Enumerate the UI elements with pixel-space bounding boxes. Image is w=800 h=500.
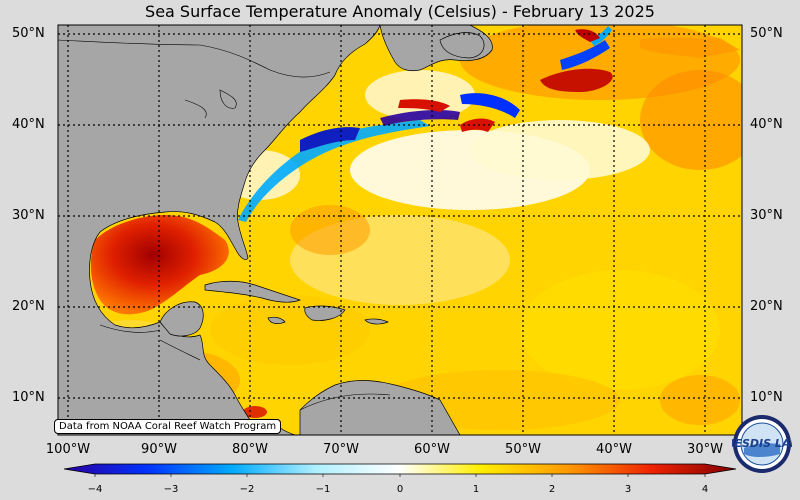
data-credit: Data from NOAA Coral Reef Watch Program <box>54 419 282 434</box>
lat-label-right: 50°N <box>750 26 783 41</box>
colorbar-tick-label: −1 <box>315 484 331 495</box>
lon-label: 40°W <box>596 442 632 457</box>
lon-label: 50°W <box>505 442 541 457</box>
lat-label-right: 40°N <box>750 117 783 132</box>
graticule <box>58 25 742 435</box>
lat-label-left: 20°N <box>12 299 45 314</box>
lon-label: 90°W <box>141 442 177 457</box>
lat-label-left: 30°N <box>12 208 45 223</box>
colorbar-tick-label: 2 <box>548 484 556 495</box>
colorbar-tick-label: 1 <box>472 484 480 495</box>
lat-label-left: 40°N <box>12 117 45 132</box>
colorbar-tick-label: 3 <box>624 484 632 495</box>
agency-logo-icon: NESDIS LAB <box>732 415 792 473</box>
colorbar-ticks <box>94 474 706 477</box>
colorbar-tick-label: 0 <box>396 484 404 495</box>
logo-text: NESDIS LAB <box>732 437 792 450</box>
colorbar-tick-label: −4 <box>87 484 103 495</box>
borders <box>58 39 391 411</box>
anomaly-field <box>58 25 742 435</box>
lat-label-right: 10°N <box>750 390 783 405</box>
map-title: Sea Surface Temperature Anomaly (Celsius… <box>145 2 655 21</box>
lon-label: 100°W <box>45 442 91 457</box>
map-frame <box>57 24 743 436</box>
lon-label: 80°W <box>232 442 268 457</box>
lon-label: 30°W <box>687 442 723 457</box>
lat-label-left: 50°N <box>12 26 45 41</box>
lat-label-right: 30°N <box>750 208 783 223</box>
lat-label-right: 20°N <box>750 299 783 314</box>
lat-label-left: 10°N <box>12 390 45 405</box>
lon-label: 70°W <box>323 442 359 457</box>
colorbar-tick-label: −3 <box>163 484 179 495</box>
colorbar-tick-label: 4 <box>701 484 709 495</box>
lon-label: 60°W <box>414 442 450 457</box>
colorbar <box>63 463 737 477</box>
colorbar-tick-label: −2 <box>239 484 255 495</box>
